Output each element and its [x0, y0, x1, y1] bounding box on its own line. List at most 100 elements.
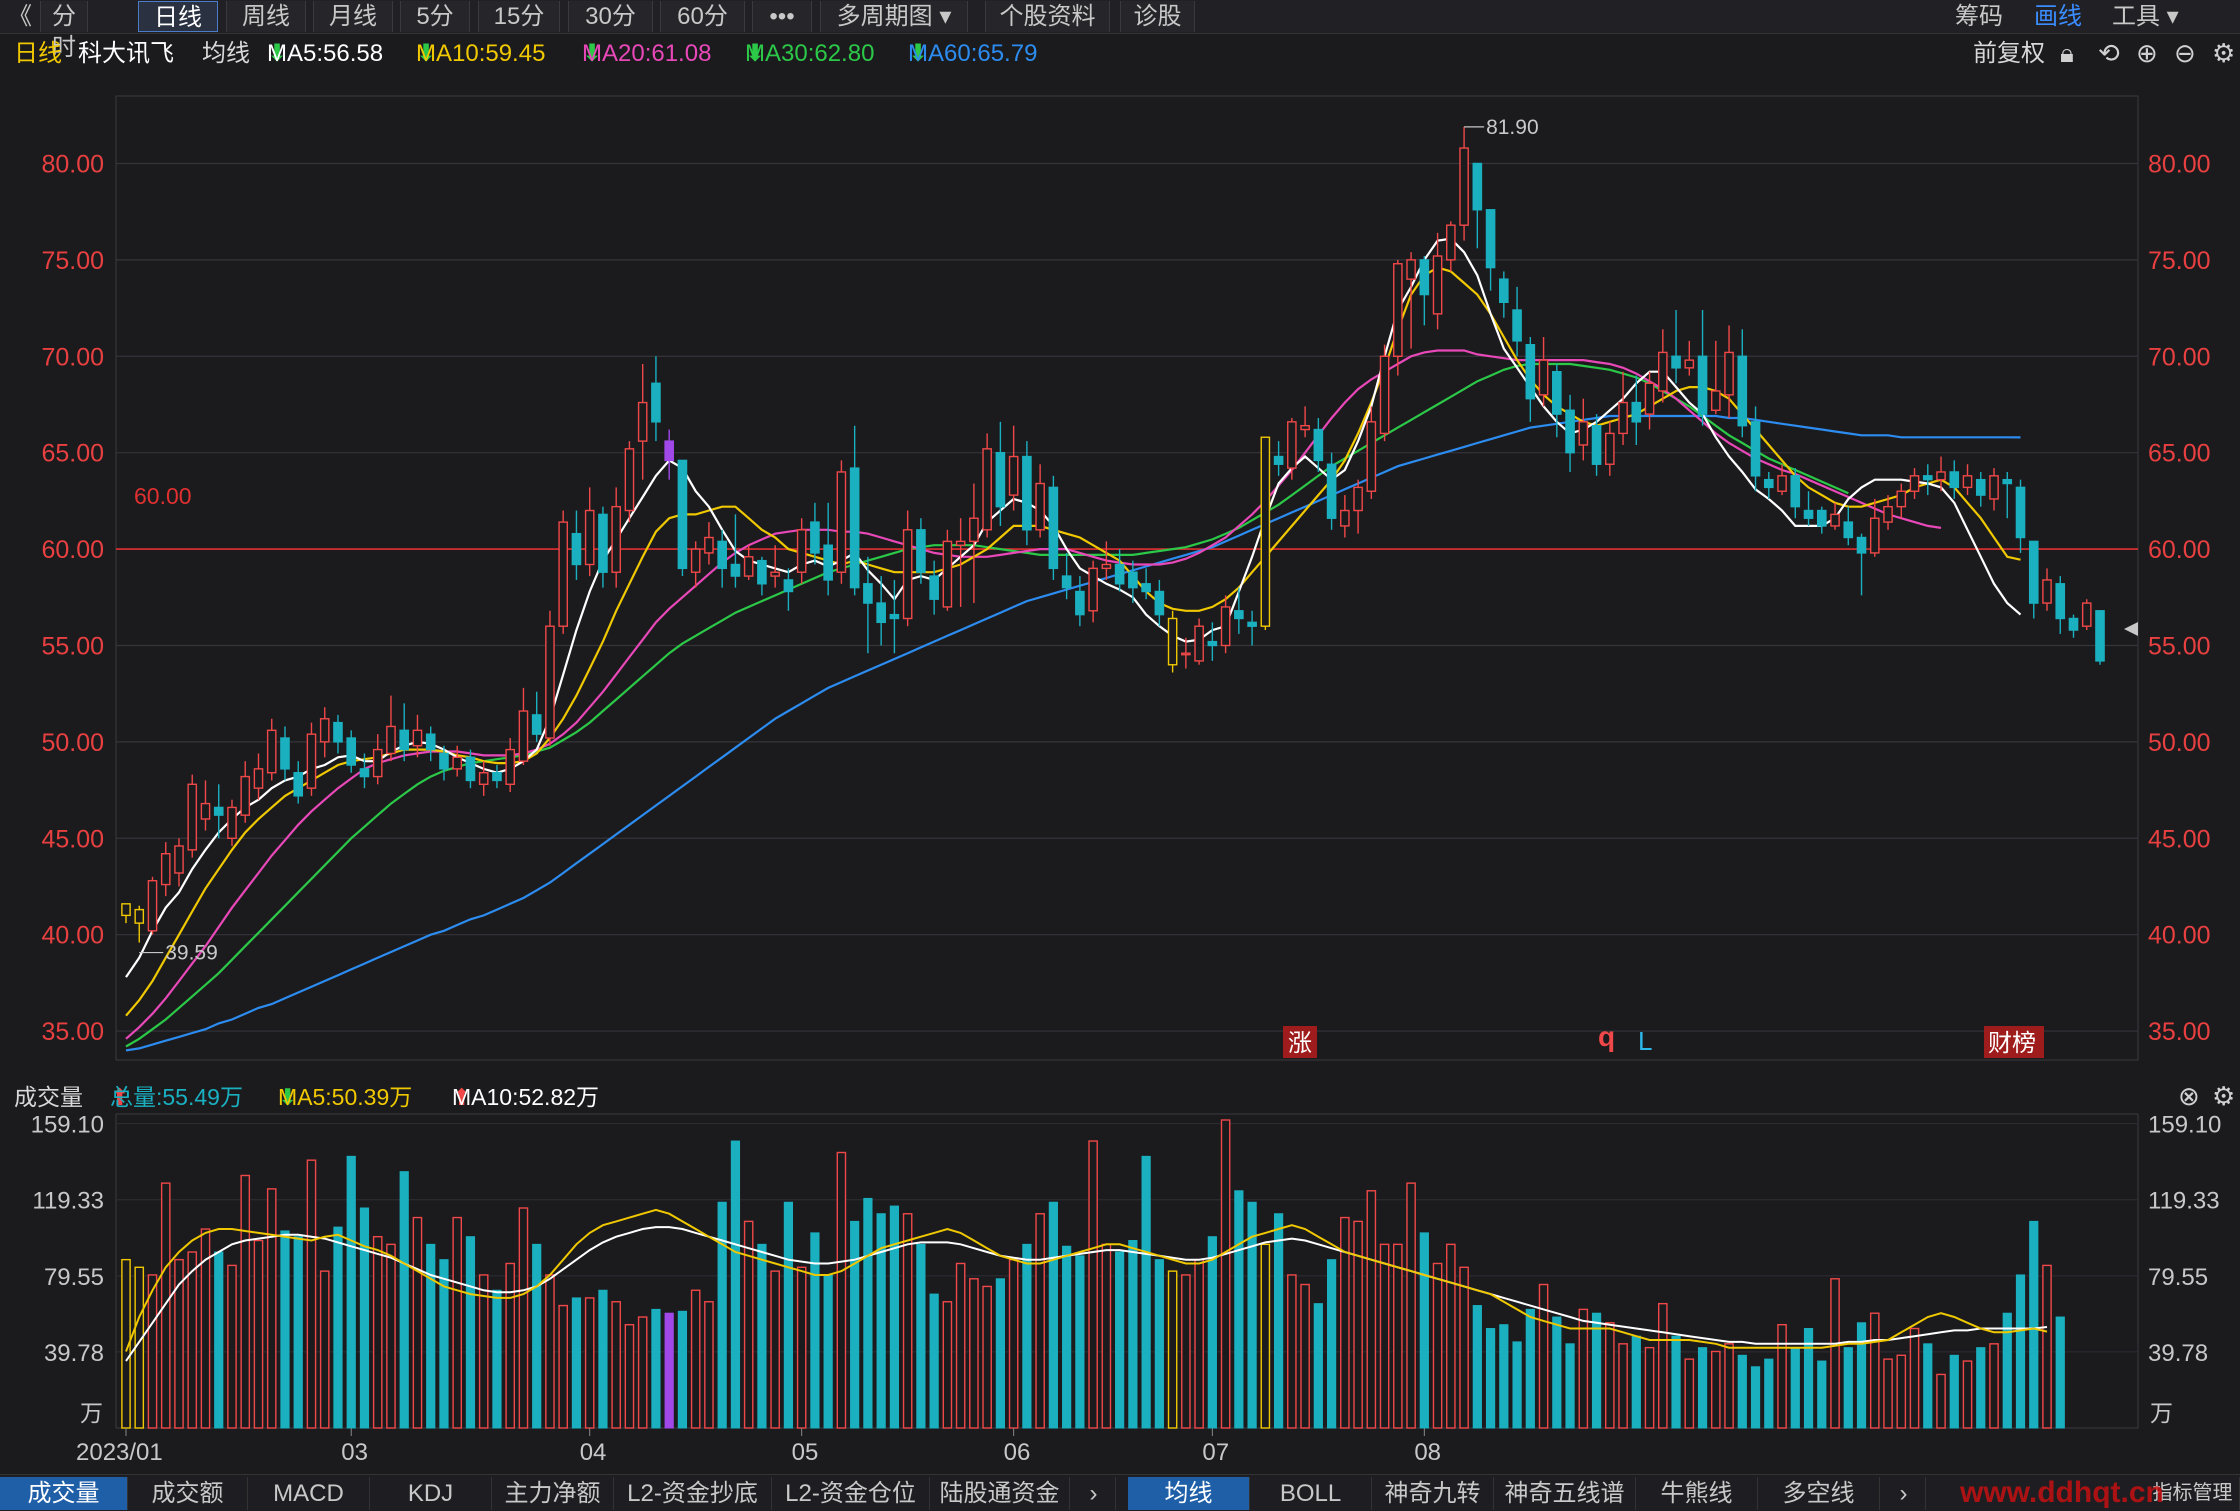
candle-body: [836, 471, 847, 573]
price-tick-left: 65.00: [41, 440, 104, 468]
candle-body: [1869, 517, 1880, 554]
tab-magic-five[interactable]: 神奇五线谱: [1494, 1477, 1636, 1510]
volume-bar: [359, 1207, 370, 1429]
month-label: 05: [792, 1439, 819, 1466]
adjust-button[interactable]: 前复权: [1973, 40, 2045, 67]
candlestick-chart[interactable]: 80.00 80.00 75.00 75.00 70.00 70.00 65.00 65.00…: [0, 0, 2240, 1474]
price-tick-left: 75.00: [41, 247, 104, 275]
volume-total: 总量:55.49万 ⬆: [110, 1082, 243, 1112]
tab-weekly[interactable]: 周线: [226, 1, 306, 32]
undo-icon[interactable]: ⟲: [2098, 39, 2120, 69]
tab-fenshi[interactable]: 分时: [40, 1, 88, 61]
candle-body: [545, 625, 555, 739]
more-button[interactable]: •••: [752, 1, 812, 32]
tab-magic-nine[interactable]: 神奇九转: [1372, 1477, 1494, 1510]
tab-15min[interactable]: 15分: [478, 1, 560, 32]
tab-long-short[interactable]: 多空线: [1758, 1477, 1880, 1510]
volume-bar: [505, 1262, 516, 1429]
tab-30min[interactable]: 30分: [568, 1, 653, 32]
candle-body: [293, 772, 304, 797]
vol-unit-left: 万: [80, 1400, 103, 1426]
price-tick-left: 55.00: [41, 632, 104, 660]
candle-body: [1684, 359, 1695, 369]
arrow-down-icon: ⬇: [416, 40, 437, 67]
scroll-right-icon[interactable]: ›: [1882, 1477, 1926, 1510]
candle-body: [558, 521, 569, 627]
candle-body: [1061, 575, 1072, 589]
volume-bar: [386, 1243, 396, 1429]
close-panel-icon[interactable]: ⊗: [2178, 1082, 2200, 1112]
tab-kdj[interactable]: KDJ: [370, 1477, 492, 1510]
diagnose-button[interactable]: 诊股: [1120, 1, 1195, 32]
candle-body: [1631, 401, 1642, 423]
tab-l2-bottom[interactable]: L2-资金抄底: [614, 1477, 772, 1510]
candle-body: [1644, 382, 1655, 415]
tab-monthly[interactable]: 月线: [313, 1, 393, 32]
tab-ma[interactable]: 均线: [1128, 1477, 1250, 1510]
lock-icon[interactable]: 🔒︎: [2060, 39, 2074, 69]
tab-boll[interactable]: BOLL: [1250, 1477, 1372, 1510]
volume-bar: [637, 1316, 648, 1429]
zoom-out-icon[interactable]: ⊖: [2174, 39, 2196, 69]
chips-button[interactable]: 筹码: [1955, 3, 2003, 30]
volume-bar: [651, 1308, 661, 1429]
price-tick-right: 55.00: [2148, 632, 2211, 660]
candle-body: [1485, 209, 1496, 269]
tab-5min[interactable]: 5分: [400, 1, 470, 32]
tab-daily[interactable]: 日线: [138, 1, 218, 32]
marker-L[interactable]: L: [1638, 1026, 1652, 1056]
tab-bull-bear[interactable]: 牛熊线: [1636, 1477, 1758, 1510]
tab-macd[interactable]: MACD: [248, 1477, 370, 1510]
volume-bar: [1644, 1346, 1655, 1429]
marker-caibang[interactable]: 财榜: [1984, 1026, 2044, 1058]
back-button[interactable]: 《: [8, 3, 32, 30]
volume-bar: [1724, 1343, 1734, 1429]
candle-body: [1181, 652, 1191, 656]
volume-bar: [1048, 1201, 1058, 1429]
candle-body: [213, 806, 224, 816]
price-tick-left: 40.00: [41, 922, 104, 950]
tab-volume[interactable]: 成交量: [0, 1477, 128, 1510]
candle-body: [1763, 478, 1774, 489]
volume-bar: [823, 1274, 833, 1429]
volume-bar: [452, 1216, 463, 1429]
tools-button[interactable]: 工具 ▾: [2112, 1, 2179, 32]
zoom-in-icon[interactable]: ⊕: [2136, 39, 2158, 69]
scroll-right-icon[interactable]: ›: [1072, 1477, 1116, 1510]
volume-bar: [571, 1297, 582, 1429]
candle-body: [1075, 590, 1085, 616]
tab-l2-position[interactable]: L2-资金仓位: [772, 1477, 930, 1510]
settings-gear-icon[interactable]: ⚙: [2212, 39, 2236, 69]
draw-line-button[interactable]: 画线: [2034, 3, 2082, 30]
tab-turnover[interactable]: 成交额: [128, 1477, 248, 1510]
indicator-tabs: 成交量 成交额 MACD KDJ 主力净额 L2-资金抄底 L2-资金仓位 陆股…: [0, 1474, 2240, 1511]
volume-bar: [1406, 1182, 1416, 1429]
candle-body: [1883, 505, 1893, 523]
candle-body: [1300, 424, 1310, 431]
volume-label[interactable]: 成交量: [14, 1084, 83, 1110]
volume-bar: [1976, 1347, 1986, 1429]
tab-60min[interactable]: 60分: [660, 1, 745, 32]
multi-period-dropdown[interactable]: 多周期图 ▾: [820, 1, 968, 32]
stock-profile-button[interactable]: 个股资料: [985, 1, 1110, 32]
tab-northbound[interactable]: 陆股通资金: [930, 1477, 1070, 1510]
vol-unit-right: 万: [2150, 1400, 2173, 1426]
panel-settings-icon[interactable]: ⚙: [2212, 1082, 2236, 1112]
tab-main-net[interactable]: 主力净额: [492, 1477, 614, 1510]
ma5-line: [125, 237, 2022, 978]
volume-bar: [624, 1323, 635, 1429]
volume-bar: [783, 1201, 794, 1429]
marker-zhang[interactable]: 涨: [1283, 1026, 1317, 1058]
volume-bar: [319, 1270, 330, 1429]
month-label: 03: [341, 1439, 368, 1466]
volume-bar: [214, 1251, 224, 1429]
volume-bar: [1313, 1303, 1323, 1429]
candle-body: [942, 540, 953, 608]
candle-body: [1975, 478, 1986, 496]
multi-period-label: 多周期图: [836, 3, 933, 30]
volume-bar: [240, 1174, 251, 1429]
marker-q[interactable]: q: [1598, 1021, 1615, 1052]
volume-bar: [2015, 1274, 2026, 1429]
ma-label[interactable]: 均线: [202, 40, 250, 67]
price-tick-left: 45.00: [41, 825, 104, 853]
